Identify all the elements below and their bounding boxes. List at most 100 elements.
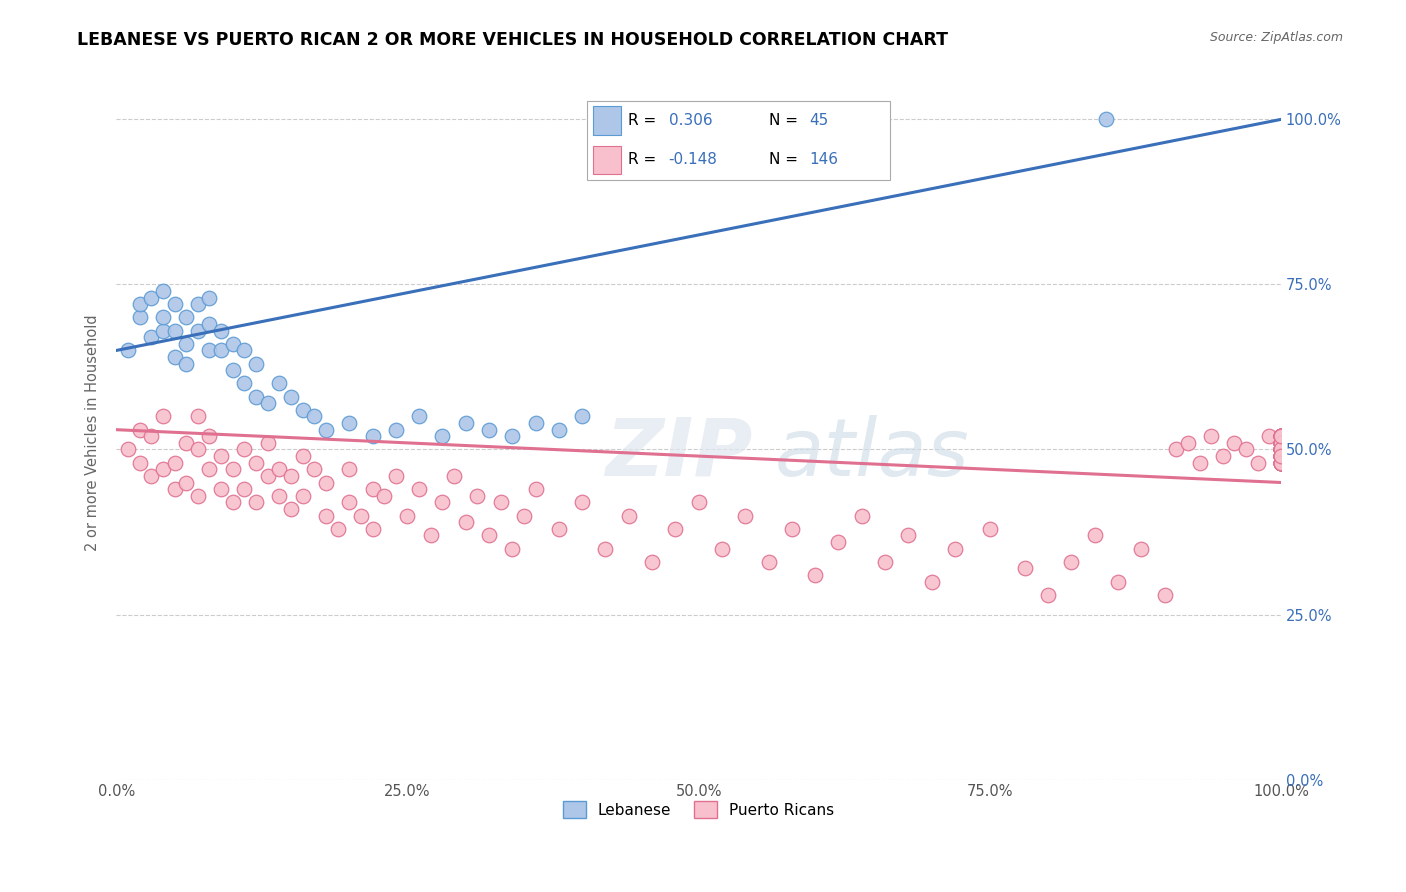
Point bbox=[1270, 442, 1292, 457]
Point bbox=[187, 442, 209, 457]
Point bbox=[304, 409, 326, 424]
Text: 0.306: 0.306 bbox=[669, 112, 713, 128]
Point bbox=[1270, 449, 1292, 463]
Point bbox=[897, 528, 920, 542]
Point bbox=[163, 297, 186, 311]
Point bbox=[432, 495, 454, 509]
Point bbox=[1270, 449, 1292, 463]
Point bbox=[1270, 442, 1292, 457]
Point bbox=[152, 310, 174, 325]
Point bbox=[1153, 588, 1175, 602]
Point bbox=[804, 568, 827, 582]
Point bbox=[1270, 456, 1292, 470]
Point bbox=[1270, 429, 1292, 443]
Point bbox=[734, 508, 756, 523]
Point bbox=[1270, 436, 1292, 450]
Point bbox=[396, 508, 419, 523]
Point bbox=[245, 357, 267, 371]
Point bbox=[245, 495, 267, 509]
Point bbox=[256, 436, 278, 450]
Point bbox=[163, 324, 186, 338]
Point bbox=[117, 442, 139, 457]
Point bbox=[548, 522, 571, 536]
Point bbox=[187, 324, 209, 338]
Point bbox=[222, 336, 245, 351]
Text: N =: N = bbox=[769, 153, 803, 168]
Point bbox=[245, 456, 267, 470]
Point bbox=[1270, 442, 1292, 457]
Point bbox=[1270, 449, 1292, 463]
Point bbox=[1270, 456, 1292, 470]
Point bbox=[524, 416, 547, 430]
Point bbox=[326, 522, 349, 536]
Point bbox=[152, 324, 174, 338]
Point bbox=[291, 403, 314, 417]
Point bbox=[1270, 429, 1292, 443]
Point bbox=[209, 324, 232, 338]
Point bbox=[1270, 442, 1292, 457]
Point bbox=[163, 482, 186, 496]
Point bbox=[256, 396, 278, 410]
Point bbox=[233, 442, 256, 457]
Point bbox=[1270, 436, 1292, 450]
Point bbox=[117, 343, 139, 358]
Point bbox=[1270, 449, 1292, 463]
Point bbox=[571, 409, 593, 424]
Point bbox=[571, 495, 593, 509]
Point bbox=[1212, 449, 1234, 463]
Point bbox=[921, 574, 943, 589]
Point bbox=[1084, 528, 1107, 542]
Point bbox=[478, 423, 501, 437]
Point bbox=[1095, 112, 1118, 127]
Point bbox=[1270, 429, 1292, 443]
Point bbox=[1270, 456, 1292, 470]
Point bbox=[198, 429, 221, 443]
Point bbox=[1270, 449, 1292, 463]
Point bbox=[467, 489, 489, 503]
Point bbox=[209, 343, 232, 358]
Point bbox=[141, 469, 163, 483]
Point bbox=[187, 409, 209, 424]
Bar bbox=[593, 145, 620, 175]
Point bbox=[1036, 588, 1059, 602]
Point bbox=[337, 462, 360, 476]
Point bbox=[1270, 449, 1292, 463]
Point bbox=[419, 528, 441, 542]
Point bbox=[385, 423, 408, 437]
Point bbox=[1060, 555, 1083, 569]
Point bbox=[174, 436, 197, 450]
Point bbox=[617, 508, 640, 523]
Point bbox=[222, 462, 245, 476]
Point bbox=[209, 482, 232, 496]
Point bbox=[152, 284, 174, 298]
Point bbox=[1270, 436, 1292, 450]
Point bbox=[595, 541, 617, 556]
Point bbox=[385, 469, 408, 483]
Point bbox=[1270, 456, 1292, 470]
Point bbox=[710, 541, 733, 556]
Point bbox=[152, 409, 174, 424]
Point bbox=[1107, 574, 1129, 589]
Text: atlas: atlas bbox=[775, 415, 969, 492]
Point bbox=[1258, 429, 1281, 443]
Point bbox=[128, 456, 150, 470]
Text: R =: R = bbox=[628, 153, 661, 168]
Point bbox=[979, 522, 1001, 536]
Point bbox=[1270, 442, 1292, 457]
Point bbox=[1270, 429, 1292, 443]
Point bbox=[315, 508, 337, 523]
Point bbox=[187, 489, 209, 503]
Text: 45: 45 bbox=[810, 112, 828, 128]
Point bbox=[524, 482, 547, 496]
Point bbox=[1166, 442, 1188, 457]
Point bbox=[350, 508, 373, 523]
Text: LEBANESE VS PUERTO RICAN 2 OR MORE VEHICLES IN HOUSEHOLD CORRELATION CHART: LEBANESE VS PUERTO RICAN 2 OR MORE VEHIC… bbox=[77, 31, 948, 49]
Point bbox=[361, 429, 384, 443]
Point bbox=[501, 429, 523, 443]
Point bbox=[1270, 442, 1292, 457]
Point bbox=[1199, 429, 1222, 443]
Point bbox=[163, 350, 186, 364]
Point bbox=[1130, 541, 1153, 556]
Text: R =: R = bbox=[628, 112, 661, 128]
Point bbox=[174, 336, 197, 351]
